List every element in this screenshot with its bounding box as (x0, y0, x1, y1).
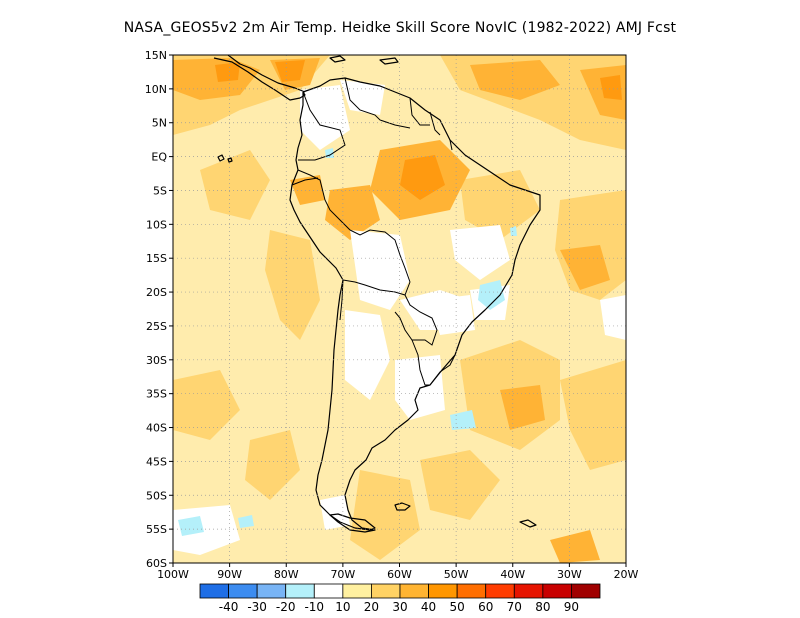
lat-tick-label: 15S (146, 252, 167, 265)
colorbar-label: 20 (364, 600, 379, 614)
colorbar-label: 90 (564, 600, 579, 614)
field-negative-patches (178, 148, 517, 536)
longitude-tick-labels: 100W 90W 80W 70W 60W 50W 40W 30W 20W (157, 563, 639, 581)
lat-tick-label: 10S (146, 218, 167, 231)
lat-tick-label: 55S (146, 523, 167, 536)
colorbar-swatch (513, 583, 544, 599)
lat-tick-label: 25S (146, 320, 167, 333)
colorbar-swatch (228, 583, 258, 599)
lat-tick-label: 50S (146, 489, 167, 502)
lat-tick-label: 20S (146, 286, 167, 299)
colorbar (199, 583, 601, 599)
colorbar-swatch (542, 583, 572, 599)
lat-tick-label: 35S (146, 388, 167, 401)
lon-tick-label: 100W (157, 568, 189, 581)
lat-tick-label: 45S (146, 455, 167, 468)
lon-tick-label: 90W (217, 568, 242, 581)
colorbar-label: 10 (335, 600, 350, 614)
lat-tick-label: 5N (152, 117, 167, 130)
colorbar-label: 60 (478, 600, 493, 614)
coastline (213, 55, 541, 533)
heidke-skill-field (173, 55, 626, 563)
colorbar-label: 70 (507, 600, 522, 614)
lat-tick-label: 60S (146, 557, 167, 570)
country-borders (291, 77, 456, 386)
colorbar-label: -30 (247, 600, 267, 614)
colorbar-swatch (199, 583, 229, 599)
lat-tick-label: 10N (145, 83, 167, 96)
colorbar-swatch (313, 583, 344, 599)
colorbar-label: 80 (535, 600, 550, 614)
field-near-zero-patches (173, 80, 626, 555)
colorbar-label: 30 (392, 600, 407, 614)
colorbar-swatch (428, 583, 458, 599)
colorbar-swatch (256, 583, 287, 599)
lon-tick-label: 80W (274, 568, 299, 581)
colorbar-swatch (399, 583, 429, 599)
colorbar-swatch (342, 583, 372, 599)
field-50-60-patches (215, 60, 622, 200)
colorbar-label: 50 (450, 600, 465, 614)
lat-lon-grid (173, 55, 626, 563)
lat-tick-label: EQ (151, 151, 167, 164)
colorbar-swatch (485, 583, 515, 599)
colorbar-swatch (571, 583, 601, 599)
lon-tick-label: 50W (444, 568, 469, 581)
colorbar-label: -10 (304, 600, 324, 614)
lon-tick-label: 40W (500, 568, 525, 581)
colorbar-labels: -40 -30 -20 -10 10 20 30 40 50 60 70 80 90 (219, 600, 579, 614)
colorbar-label: 40 (421, 600, 436, 614)
latitude-tick-labels: 15N 10N 5N EQ 5S 10S 15S 20S 25S 30S 35S 40S 45S 50S 5… (145, 49, 173, 570)
map-title: NASA_GEOS5v2 2m Air Temp. Heidke Skill S… (123, 20, 677, 36)
colorbar-swatch (456, 583, 487, 599)
colorbar-swatch (371, 583, 401, 599)
lon-tick-label: 30W (557, 568, 582, 581)
lon-tick-label: 20W (614, 568, 639, 581)
lon-tick-label: 70W (330, 568, 355, 581)
colorbar-label: -20 (276, 600, 296, 614)
colorbar-label: -40 (219, 600, 239, 614)
lat-tick-label: 30S (146, 354, 167, 367)
lat-tick-label: 40S (146, 422, 167, 435)
lat-tick-label: 15N (145, 49, 167, 62)
lon-tick-label: 60W (387, 568, 412, 581)
lat-tick-label: 5S (153, 184, 167, 197)
colorbar-swatch (285, 583, 315, 599)
